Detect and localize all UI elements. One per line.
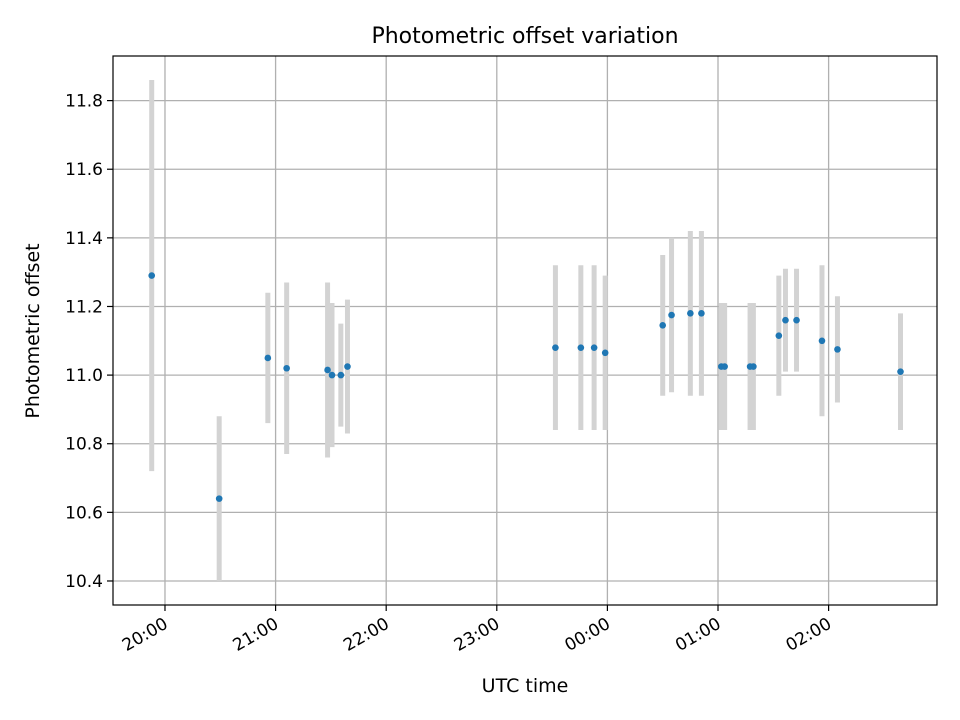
y-tick-label: 11.6 [65, 160, 103, 180]
data-point [782, 316, 789, 324]
data-point [687, 310, 694, 317]
data-point [344, 363, 351, 370]
data-point [793, 316, 800, 324]
data-point [601, 349, 609, 357]
plot-frame [112, 55, 938, 606]
data-point [552, 344, 559, 351]
data-point [148, 272, 156, 279]
data-point [750, 363, 757, 370]
chart-title: Photometric offset variation [371, 24, 678, 49]
data-point [818, 337, 826, 345]
y-tick-label: 11.8 [65, 92, 103, 112]
data-point [337, 371, 345, 379]
data-point [590, 344, 598, 351]
x-axis-label: UTC time [482, 675, 569, 697]
data-point [897, 368, 904, 375]
data-point [328, 371, 336, 379]
data-point [698, 310, 705, 317]
data-point [775, 332, 783, 339]
y-axis: 10.4 10.6 10.8 11.0 11.2 11.4 11.6 11.8 [65, 92, 113, 592]
y-tick-label: 10.4 [65, 572, 103, 592]
data-point [324, 366, 331, 374]
data-point [668, 311, 675, 319]
y-tick-label: 10.6 [65, 503, 103, 523]
y-tick-label: 11.0 [65, 366, 103, 386]
data-point [577, 344, 585, 351]
data-point [834, 346, 841, 353]
y-tick-label: 10.8 [65, 435, 103, 455]
data-points [148, 272, 904, 502]
data-point [215, 495, 223, 502]
data-point [721, 363, 728, 370]
data-point [659, 322, 667, 329]
y-tick-label: 11.4 [65, 229, 103, 249]
data-point [283, 364, 290, 372]
y-tick-label: 11.2 [65, 297, 103, 317]
y-axis-label: Photometric offset [22, 243, 44, 418]
data-point [264, 354, 272, 362]
